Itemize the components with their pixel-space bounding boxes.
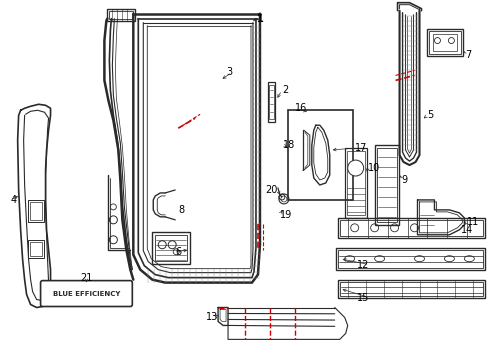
Text: BLUE EFFICIENCY: BLUE EFFICIENCY bbox=[53, 291, 120, 297]
Text: 11: 11 bbox=[467, 217, 479, 227]
Text: 19: 19 bbox=[279, 210, 291, 220]
Bar bbox=[337, 218, 484, 238]
Bar bbox=[268, 85, 273, 119]
Text: 5: 5 bbox=[427, 110, 433, 120]
Text: 9: 9 bbox=[401, 175, 407, 185]
Text: 20: 20 bbox=[265, 185, 277, 195]
Bar bbox=[339, 282, 482, 296]
Text: 4: 4 bbox=[11, 195, 17, 205]
Bar bbox=[30, 242, 41, 256]
Text: 10: 10 bbox=[367, 163, 379, 173]
Text: 13: 13 bbox=[205, 312, 218, 323]
Bar bbox=[339, 220, 482, 236]
Bar bbox=[155, 235, 187, 261]
Bar bbox=[287, 110, 352, 200]
FancyBboxPatch shape bbox=[41, 280, 132, 306]
Bar bbox=[337, 280, 484, 298]
Bar bbox=[107, 9, 135, 21]
Bar bbox=[27, 200, 43, 222]
Bar bbox=[30, 202, 41, 220]
Circle shape bbox=[347, 160, 363, 176]
Bar bbox=[427, 28, 463, 57]
Text: 16: 16 bbox=[294, 103, 306, 113]
Text: 2: 2 bbox=[281, 85, 287, 95]
Text: 18: 18 bbox=[283, 140, 295, 150]
Text: 8: 8 bbox=[178, 205, 184, 215]
Text: 14: 14 bbox=[461, 225, 473, 235]
Bar bbox=[376, 148, 396, 222]
Text: 7: 7 bbox=[465, 50, 470, 60]
Text: 15: 15 bbox=[357, 293, 369, 302]
Text: 12: 12 bbox=[357, 260, 369, 270]
Bar bbox=[344, 148, 366, 218]
Bar bbox=[428, 31, 461, 54]
Bar bbox=[335, 248, 484, 270]
Bar bbox=[432, 33, 456, 51]
Text: 3: 3 bbox=[225, 67, 232, 77]
Text: 1: 1 bbox=[257, 14, 264, 24]
Bar bbox=[27, 240, 43, 258]
Bar bbox=[346, 151, 364, 215]
Bar bbox=[374, 145, 398, 225]
Bar bbox=[267, 82, 274, 122]
Bar bbox=[152, 232, 190, 264]
Bar bbox=[109, 11, 133, 19]
Bar bbox=[337, 250, 482, 268]
Text: 17: 17 bbox=[354, 143, 366, 153]
Text: 21: 21 bbox=[80, 273, 92, 283]
Text: 6: 6 bbox=[175, 247, 181, 257]
